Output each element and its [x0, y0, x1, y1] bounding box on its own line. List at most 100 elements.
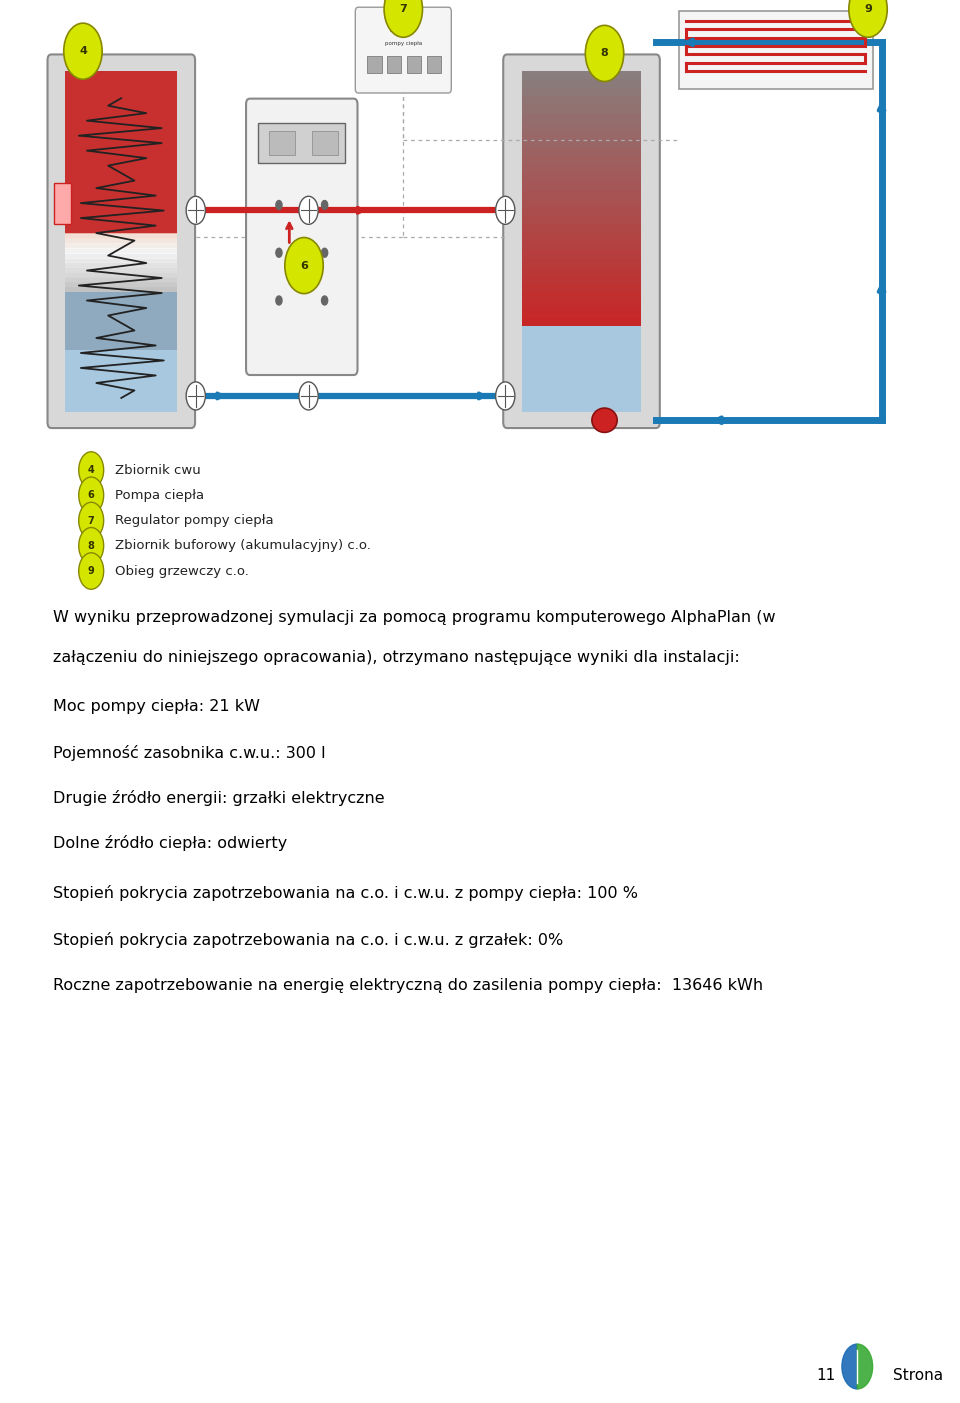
Bar [65, 248, 178, 254]
Text: 8: 8 [601, 49, 609, 59]
Bar [65, 272, 178, 278]
Circle shape [586, 25, 624, 81]
Text: 11: 11 [816, 1368, 835, 1383]
Text: 7: 7 [87, 515, 95, 526]
Circle shape [285, 237, 324, 293]
Bar [522, 114, 641, 122]
Bar [65, 253, 178, 258]
Circle shape [79, 502, 104, 539]
Bar [522, 258, 641, 267]
Circle shape [276, 296, 282, 304]
Bar [522, 173, 641, 181]
Bar [522, 97, 641, 105]
Bar [522, 283, 641, 292]
Bar [522, 80, 641, 88]
Bar [65, 262, 178, 268]
Bar [65, 351, 178, 411]
Bar [522, 275, 641, 283]
Circle shape [495, 382, 515, 410]
Text: Strona: Strona [893, 1368, 943, 1383]
Bar [65, 239, 178, 244]
Bar [65, 286, 178, 292]
Bar [54, 184, 71, 224]
Bar [65, 258, 178, 264]
Text: Zbiornik buforowy (akumulacyjny) c.o.: Zbiornik buforowy (akumulacyjny) c.o. [115, 539, 372, 553]
Bar [269, 130, 295, 154]
Wedge shape [857, 1344, 873, 1389]
Circle shape [495, 196, 515, 224]
Circle shape [299, 196, 318, 224]
Bar [427, 56, 442, 73]
Bar [65, 276, 178, 282]
Text: Dolne źródło ciepła: odwierty: Dolne źródło ciepła: odwierty [53, 835, 287, 850]
Text: Drugie źródło energii: grzałki elektryczne: Drugie źródło energii: grzałki elektrycz… [53, 790, 384, 805]
Bar [522, 216, 641, 224]
Bar [522, 233, 641, 241]
Bar [522, 147, 641, 156]
Bar [522, 300, 641, 310]
Circle shape [79, 528, 104, 564]
Circle shape [79, 553, 104, 589]
Bar [522, 181, 641, 191]
Bar [65, 72, 178, 234]
Bar [679, 11, 873, 88]
Text: 7: 7 [399, 4, 407, 14]
Text: W wyniku przeprowadzonej symulacji za pomocą programu komputerowego AlphaPlan (w: W wyniku przeprowadzonej symulacji za po… [53, 610, 776, 626]
Bar [65, 243, 178, 248]
Circle shape [322, 201, 327, 209]
Circle shape [79, 452, 104, 488]
Bar [522, 189, 641, 199]
Text: 4: 4 [79, 46, 87, 56]
Circle shape [63, 22, 102, 79]
FancyBboxPatch shape [355, 7, 451, 93]
Circle shape [186, 382, 205, 410]
Bar [522, 105, 641, 114]
Wedge shape [842, 1344, 857, 1389]
Text: Obieg grzewczy c.o.: Obieg grzewczy c.o. [115, 564, 249, 578]
Circle shape [322, 248, 327, 257]
Bar [522, 292, 641, 300]
Circle shape [186, 196, 205, 224]
Bar [522, 88, 641, 97]
Text: Roczne zapotrzebowanie na energię elektryczną do zasilenia pompy ciepła:  13646 : Roczne zapotrzebowanie na energię elektr… [53, 978, 763, 993]
Circle shape [79, 477, 104, 513]
Bar [522, 327, 641, 411]
FancyBboxPatch shape [48, 55, 195, 428]
Text: załączeniu do niniejszego opracowania), otrzymano następujące wyniki dla instala: załączeniu do niniejszego opracowania), … [53, 650, 739, 665]
FancyBboxPatch shape [503, 55, 660, 428]
Bar [522, 224, 641, 233]
Circle shape [276, 201, 282, 209]
Bar [522, 122, 641, 130]
Bar [522, 241, 641, 250]
Bar [522, 267, 641, 275]
Bar [522, 156, 641, 164]
Text: Pojemność zasobnika c.w.u.: 300 l: Pojemność zasobnika c.w.u.: 300 l [53, 745, 325, 760]
Circle shape [384, 0, 422, 38]
Circle shape [276, 248, 282, 257]
Bar [65, 233, 178, 240]
Text: 8: 8 [87, 540, 95, 551]
Bar [522, 250, 641, 258]
Circle shape [849, 0, 887, 38]
Bar [522, 164, 641, 173]
Bar [312, 130, 338, 154]
Text: 4: 4 [87, 464, 95, 476]
Bar [522, 70, 641, 80]
Bar [522, 317, 641, 327]
Text: 9: 9 [864, 4, 872, 14]
Text: Pompa ciepła: Pompa ciepła [115, 488, 204, 502]
Text: 6: 6 [87, 490, 95, 501]
Bar [522, 208, 641, 216]
Text: Regulator pompy ciepła: Regulator pompy ciepła [115, 513, 274, 528]
FancyBboxPatch shape [246, 98, 357, 375]
Text: pompy ciepła: pompy ciepła [385, 42, 422, 46]
Bar [522, 199, 641, 208]
Circle shape [322, 296, 327, 304]
Bar [65, 282, 178, 288]
Bar [407, 56, 421, 73]
Text: Regulator: Regulator [390, 28, 417, 34]
Circle shape [299, 382, 318, 410]
Bar [522, 309, 641, 318]
Text: 9: 9 [87, 565, 95, 577]
Text: Moc pompy ciepła: 21 kW: Moc pompy ciepła: 21 kW [53, 699, 260, 714]
